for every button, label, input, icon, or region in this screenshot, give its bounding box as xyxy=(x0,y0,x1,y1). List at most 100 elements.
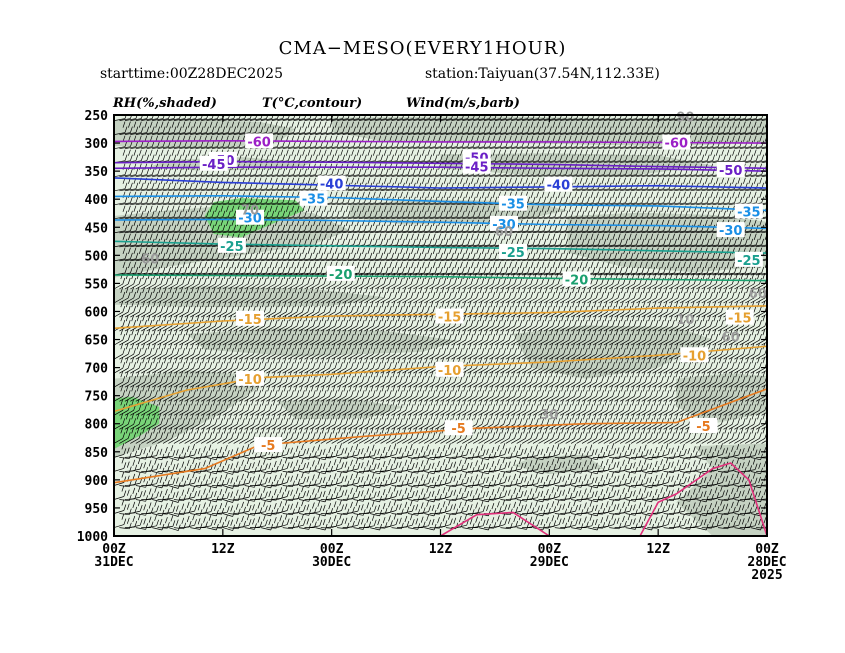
wind-barb xyxy=(483,163,498,178)
wind-barb xyxy=(217,357,229,374)
wind-barb xyxy=(402,205,416,220)
wind-barb xyxy=(260,328,273,346)
wind-barb xyxy=(706,328,719,346)
wind-barb xyxy=(679,261,694,276)
wind-barb xyxy=(146,385,158,402)
wind-barb xyxy=(565,385,577,402)
wind-barb xyxy=(652,427,664,444)
wind-barb xyxy=(157,399,169,416)
wind-barb xyxy=(201,472,214,486)
wind-barb xyxy=(587,286,599,304)
wind-barb xyxy=(124,247,139,262)
wind-barb xyxy=(625,476,638,488)
wind-barb xyxy=(554,399,566,416)
wind-barb xyxy=(168,286,180,304)
wind-barb xyxy=(467,286,479,304)
wind-barb xyxy=(429,205,443,220)
wind-barb xyxy=(364,247,378,262)
wind-barb xyxy=(114,286,126,304)
wind-barb xyxy=(690,261,705,276)
contour-label-bg xyxy=(562,271,591,287)
wind-barb xyxy=(146,177,161,192)
wind-barb xyxy=(500,517,513,530)
wind-barb xyxy=(298,314,311,332)
wind-barb xyxy=(396,399,409,416)
wind-barb xyxy=(375,261,389,276)
wind-barb xyxy=(173,163,188,178)
wind-barb xyxy=(565,399,577,416)
y-tick-label: 850 xyxy=(85,446,109,461)
rh-contour-label: 60 xyxy=(141,253,159,268)
wind-barb xyxy=(706,272,719,290)
wind-barb xyxy=(266,328,278,346)
wind-barb xyxy=(141,247,155,262)
wind-barb xyxy=(587,448,600,461)
wind-barb xyxy=(119,219,133,234)
wind-barb xyxy=(587,518,600,531)
wind-barb xyxy=(440,343,452,360)
wind-barb xyxy=(130,286,142,304)
wind-barb xyxy=(119,121,133,135)
wind-barb xyxy=(543,314,556,332)
wind-barb xyxy=(549,149,563,164)
wind-barb xyxy=(206,286,218,304)
wind-barb xyxy=(734,286,746,304)
wind-barb xyxy=(358,121,373,135)
wind-barb xyxy=(337,503,350,516)
wind-barb xyxy=(353,413,365,430)
wind-barb xyxy=(592,205,607,220)
wind-barb xyxy=(173,328,186,346)
wind-barb xyxy=(690,500,704,514)
wind-barb xyxy=(690,314,702,332)
wind-barb xyxy=(576,328,588,346)
wind-barb xyxy=(157,233,171,248)
wind-barb xyxy=(331,471,344,486)
wind-barb xyxy=(435,233,449,248)
wind-barb xyxy=(690,149,705,164)
wind-barb xyxy=(478,476,491,489)
wind-barb xyxy=(701,247,716,262)
wind-barb xyxy=(571,462,584,474)
wind-barb xyxy=(473,261,487,276)
wind-barb xyxy=(571,490,584,502)
wind-barb xyxy=(560,399,572,416)
wind-barb xyxy=(244,490,257,502)
wind-barb xyxy=(152,121,166,135)
wind-barb xyxy=(712,385,724,402)
wind-barb xyxy=(146,328,158,346)
wind-barb xyxy=(315,328,327,346)
wind-barb xyxy=(636,357,648,374)
temperature-contour-label: -15 xyxy=(238,313,262,328)
wind-barb xyxy=(429,286,441,304)
y-tick-label: 950 xyxy=(85,502,109,517)
wind-barb xyxy=(527,233,541,248)
wind-barb xyxy=(375,121,389,135)
wind-barb xyxy=(162,515,176,528)
wind-barb xyxy=(739,286,751,304)
wind-barb xyxy=(696,261,710,276)
wind-barb xyxy=(255,385,267,402)
wind-barb xyxy=(282,328,294,346)
wind-barb xyxy=(647,191,661,206)
wind-barb xyxy=(146,247,161,262)
wind-barb xyxy=(489,149,503,164)
wind-barb xyxy=(190,413,202,430)
wind-barb xyxy=(473,385,485,402)
wind-barb xyxy=(157,371,169,388)
wind-barb xyxy=(266,286,278,304)
wind-barb xyxy=(641,385,653,402)
wind-barb xyxy=(701,286,713,304)
wind-barb xyxy=(663,261,677,276)
wind-barb xyxy=(445,385,458,402)
wind-barb xyxy=(745,458,758,472)
wind-barb xyxy=(201,177,215,192)
wind-barb xyxy=(505,385,517,402)
wind-barb xyxy=(407,121,422,135)
wind-barb xyxy=(505,261,520,276)
wind-barb xyxy=(690,458,704,472)
wind-barb xyxy=(195,286,207,304)
wind-barb xyxy=(424,448,437,461)
wind-barb xyxy=(391,328,403,346)
wind-barb xyxy=(222,328,234,346)
wind-barb xyxy=(706,314,719,332)
